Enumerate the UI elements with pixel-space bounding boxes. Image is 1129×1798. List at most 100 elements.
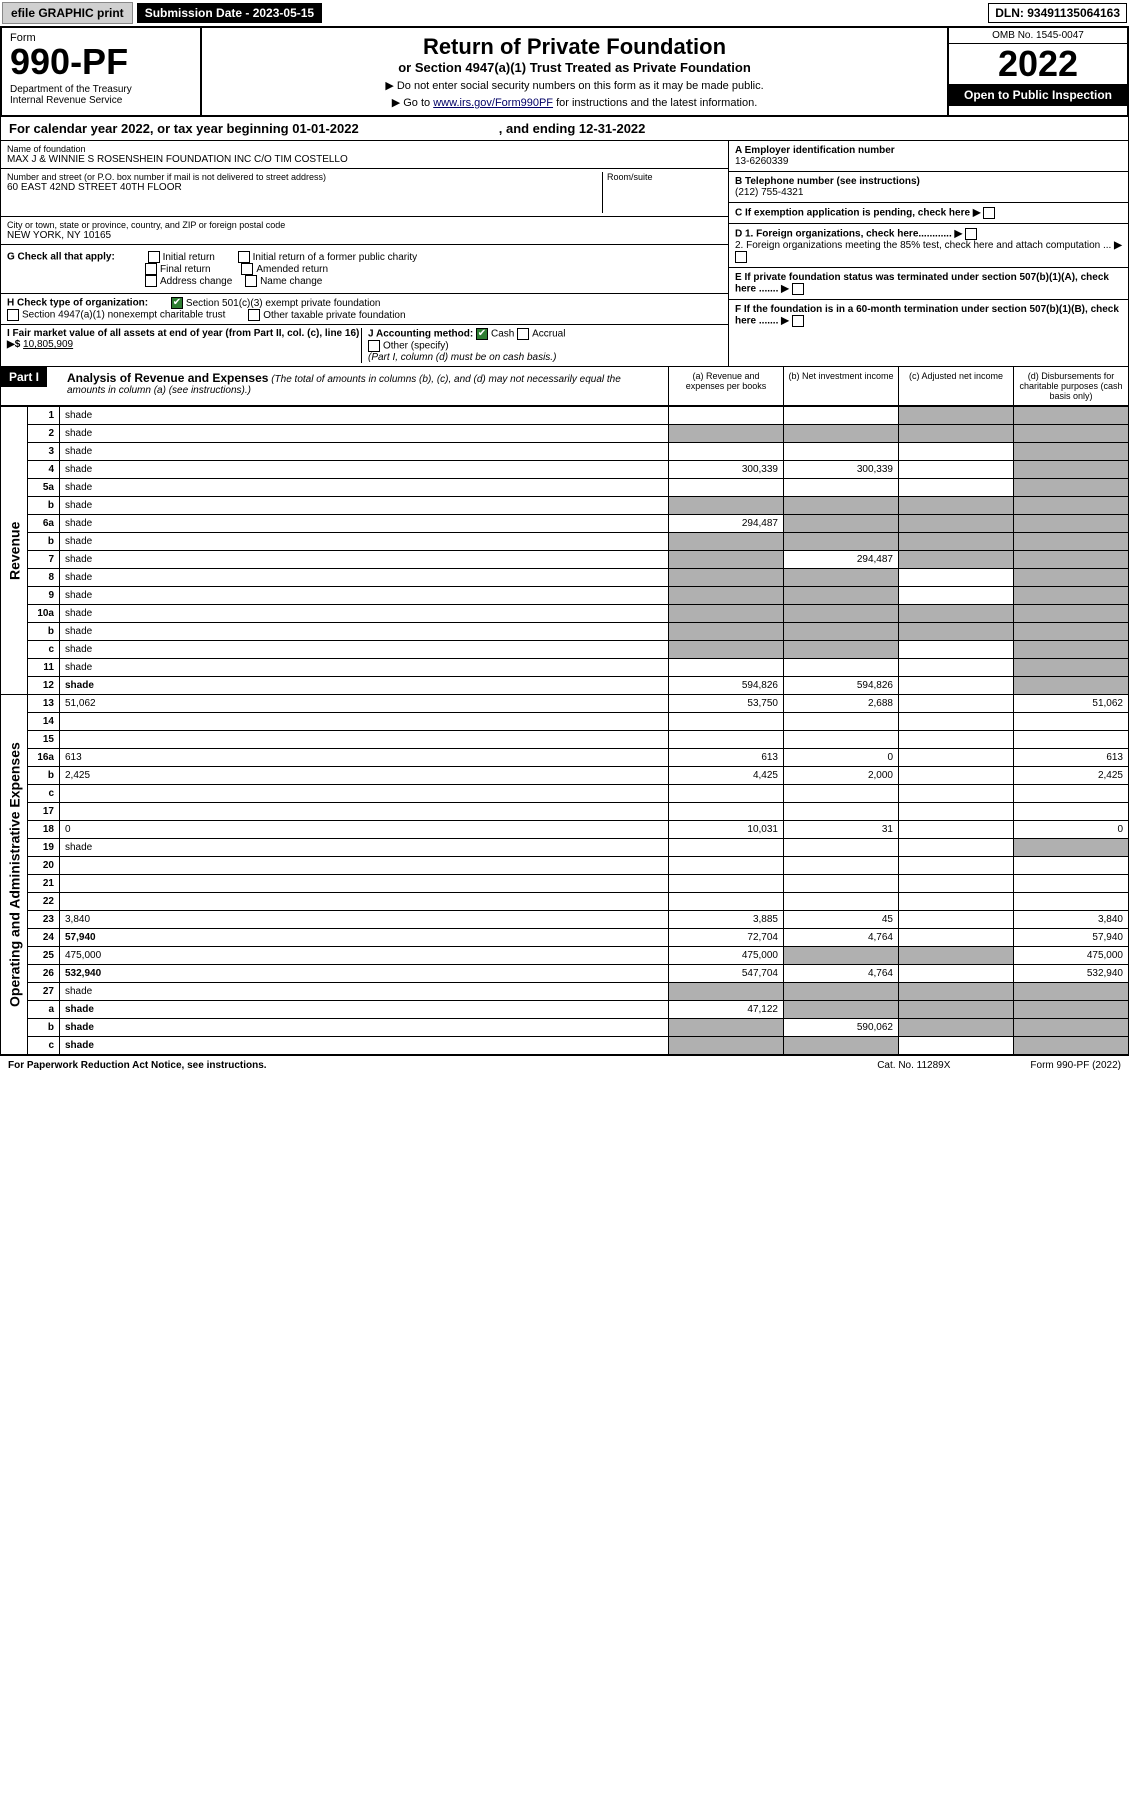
line-number: 7 (28, 551, 60, 569)
foreign-85-checkbox[interactable] (735, 251, 747, 263)
submission-date: Submission Date - 2023-05-15 (137, 3, 322, 23)
final-return-checkbox[interactable] (145, 263, 157, 275)
table-row: bshade (1, 533, 1129, 551)
initial-return-former-checkbox[interactable] (238, 251, 250, 263)
line-description: shade (60, 839, 669, 857)
cell-value: 300,339 (669, 461, 784, 479)
cell-value: 57,940 (1014, 929, 1129, 947)
e-cell: E If private foundation status was termi… (729, 268, 1128, 300)
cell-value (1014, 893, 1129, 911)
i-j-row: I Fair market value of all assets at end… (1, 325, 728, 366)
cell-shaded (784, 623, 899, 641)
cell-value (784, 731, 899, 749)
cell-value: 2,425 (1014, 767, 1129, 785)
line-number: b (28, 767, 60, 785)
cell-value: 590,062 (784, 1019, 899, 1037)
60-month-checkbox[interactable] (792, 315, 804, 327)
cell-shaded (899, 497, 1014, 515)
cell-shaded (899, 1019, 1014, 1037)
cell-value: 2,688 (784, 695, 899, 713)
amended-return-checkbox[interactable] (241, 263, 253, 275)
foundation-name-cell: Name of foundation MAX J & WINNIE S ROSE… (1, 141, 728, 169)
cell-value (899, 1037, 1014, 1055)
omb-number: OMB No. 1545-0047 (949, 28, 1127, 44)
cell-shaded (1014, 623, 1129, 641)
line-number: 12 (28, 677, 60, 695)
cell-value (784, 407, 899, 425)
side-label: Operating and Administrative Expenses (1, 695, 28, 1055)
cell-shaded (784, 515, 899, 533)
cell-value: 300,339 (784, 461, 899, 479)
table-row: 20 (1, 857, 1129, 875)
form-title: Return of Private Foundation (208, 34, 941, 60)
exemption-pending-checkbox[interactable] (983, 207, 995, 219)
cell-shaded (1014, 839, 1129, 857)
4947a1-checkbox[interactable] (7, 309, 19, 321)
cell-value (784, 893, 899, 911)
cell-shaded (1014, 515, 1129, 533)
line-description: shade (60, 443, 669, 461)
line-number: 11 (28, 659, 60, 677)
line-description (60, 893, 669, 911)
table-row: 27shade (1, 983, 1129, 1001)
irs-link[interactable]: www.irs.gov/Form990PF (433, 97, 553, 109)
line-number: 14 (28, 713, 60, 731)
status-terminated-checkbox[interactable] (792, 283, 804, 295)
line-number: b (28, 1019, 60, 1037)
cell-shaded (899, 407, 1014, 425)
line-number: 2 (28, 425, 60, 443)
g-checks: G Check all that apply: Initial return I… (1, 245, 728, 294)
line-number: 16a (28, 749, 60, 767)
cell-shaded (1014, 1001, 1129, 1019)
table-row: 22 (1, 893, 1129, 911)
table-row: 26532,940547,7044,764532,940 (1, 965, 1129, 983)
line-number: 21 (28, 875, 60, 893)
cell-shaded (1014, 641, 1129, 659)
other-method-checkbox[interactable] (368, 340, 380, 352)
calendar-year-row: For calendar year 2022, or tax year begi… (0, 117, 1129, 141)
dln: DLN: 93491135064163 (988, 3, 1127, 23)
initial-return-checkbox[interactable] (148, 251, 160, 263)
cell-value (899, 677, 1014, 695)
line-description (60, 803, 669, 821)
other-taxable-checkbox[interactable] (248, 309, 260, 321)
cell-value (669, 893, 784, 911)
cell-value (1014, 713, 1129, 731)
name-change-checkbox[interactable] (245, 275, 257, 287)
cell-shaded (784, 497, 899, 515)
city-cell: City or town, state or province, country… (1, 217, 728, 245)
cell-shaded (784, 425, 899, 443)
form-id-block: Form 990-PF Department of the Treasury I… (2, 28, 202, 115)
line-number: 4 (28, 461, 60, 479)
cell-value (784, 713, 899, 731)
cell-value (784, 839, 899, 857)
cell-value (899, 893, 1014, 911)
cell-shaded (899, 533, 1014, 551)
address-change-checkbox[interactable] (145, 275, 157, 287)
line-description: shade (60, 569, 669, 587)
cell-shaded (899, 551, 1014, 569)
line-number: 13 (28, 695, 60, 713)
line-number: 5a (28, 479, 60, 497)
form-subtitle: or Section 4947(a)(1) Trust Treated as P… (208, 60, 941, 75)
cell-value (899, 479, 1014, 497)
accrual-checkbox[interactable] (517, 328, 529, 340)
efile-print-button[interactable]: efile GRAPHIC print (2, 2, 133, 24)
cell-shaded (1014, 551, 1129, 569)
cell-value (784, 857, 899, 875)
cell-value (899, 695, 1014, 713)
501c3-checkbox[interactable] (171, 297, 183, 309)
address-cell: Number and street (or P.O. box number if… (7, 172, 602, 213)
table-row: Revenue1shade (1, 407, 1129, 425)
foreign-org-checkbox[interactable] (965, 228, 977, 240)
cell-value: 294,487 (784, 551, 899, 569)
line-description: shade (60, 659, 669, 677)
cash-checkbox[interactable] (476, 328, 488, 340)
table-row: 18010,031310 (1, 821, 1129, 839)
line-description: shade (60, 983, 669, 1001)
line-description: shade (60, 461, 669, 479)
revenue-expense-table: Revenue1shade2shade3shade4shade300,33930… (0, 406, 1129, 1055)
cell-shaded (784, 947, 899, 965)
c-cell: C If exemption application is pending, c… (729, 203, 1128, 224)
identity-block: Name of foundation MAX J & WINNIE S ROSE… (0, 141, 1129, 367)
